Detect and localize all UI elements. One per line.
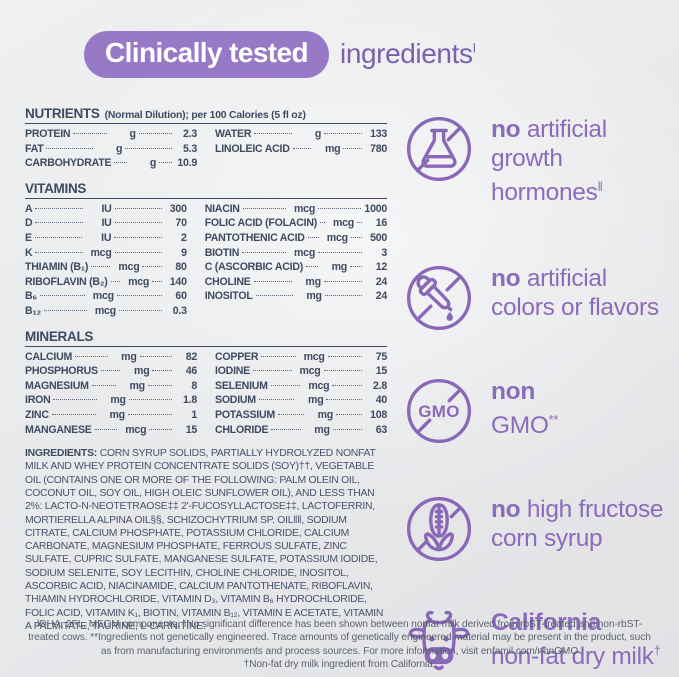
- ingredients-text: CORN SYRUP SOLIDS, PARTIALLY HYDROLYZED …: [25, 448, 384, 632]
- claim-line: corn syrup: [491, 524, 603, 552]
- table-row: BIOTIN mcg 3: [204, 246, 388, 259]
- claim-text: non GMO**: [491, 378, 558, 441]
- minerals-column-2: COPPER mcg 75 IODINE mcg 15 SELENIUM mcg 2.8 S…: [215, 350, 387, 438]
- flask-crossed-icon: [406, 116, 472, 182]
- nutrients-section: NUTRIENTS (Normal Dilution); per 100 Cal…: [25, 106, 387, 171]
- claim-lead: no: [491, 496, 521, 524]
- claim-non-gmo: GMO non GMO**: [402, 374, 664, 466]
- table-row: FAT g 5.3: [25, 142, 198, 155]
- table-row: NIACIN mcg 1000: [204, 202, 388, 215]
- claim-line: GMO: [491, 412, 549, 440]
- minerals-column-1: CALCIUM mg 82 PHOSPHORUS mg 46 MAGNESIUM mg 8 …: [25, 350, 197, 438]
- gmo-crossed-icon: GMO: [406, 378, 472, 443]
- minerals-title: MINERALS: [25, 328, 94, 344]
- claim-text: no high fructose corn syrup: [491, 496, 664, 553]
- claim-no-hfcs: no high fructose corn syrup: [402, 492, 664, 578]
- claim-footnote-mark: **: [548, 412, 559, 428]
- claim-text: no artificial colors or flavors: [491, 265, 659, 322]
- table-row: POTASSIUM mg 108: [215, 408, 388, 421]
- table-row: A IU 300: [25, 202, 187, 215]
- table-row: THIAMIN (B₁) mcg 80: [25, 261, 187, 274]
- minerals-header: MINERALS: [25, 329, 387, 347]
- table-row: IRON mg 1.8: [25, 394, 198, 407]
- table-row: FOLIC ACID (FOLACIN) mcg 16: [204, 217, 388, 230]
- corn-crossed-icon: [406, 497, 472, 562]
- nutrients-column-1: PROTEIN g 2.3 FAT g 5.3 CARBOHYDRATE g 10.9: [25, 127, 197, 171]
- footnote-main: ǀDHA, 2FL, MFGM components. ‖No signific…: [28, 619, 651, 657]
- vitamins-column-2: NIACIN mcg 1000 FOLIC ACID (FOLACIN) mcg 16 …: [204, 202, 388, 319]
- nutrients-header: NUTRIENTS (Normal Dilution); per 100 Cal…: [25, 106, 387, 124]
- claim-line: colors or flavors: [491, 293, 659, 321]
- table-row: SODIUM mg 40: [215, 394, 387, 407]
- table-row: MAGNESIUM mg 8: [25, 379, 198, 392]
- dropper-crossed-icon: [406, 266, 472, 331]
- table-row: SELENIUM mcg 2.8: [215, 379, 387, 392]
- claim-line: growth: [491, 144, 563, 172]
- claims-list: no artificial growth hormones‖ no artifici…: [402, 112, 664, 677]
- table-row: PHOSPHORUS mg 46: [25, 365, 198, 378]
- claim-california-milk: California non-fat dry milk†: [402, 605, 664, 677]
- ingredients-label: INGREDIENTS:: [25, 448, 98, 460]
- table-row: MANGANESE mcg 15: [25, 423, 197, 436]
- header-pill: Clinically tested: [84, 31, 329, 78]
- claim-no-growth-hormones: no artificial growth hormones‖: [402, 112, 664, 232]
- claim-text: California non-fat dry milk†: [491, 609, 661, 672]
- claim-rest: artificial: [520, 265, 607, 293]
- nutrients-title: NUTRIENTS: [25, 106, 100, 121]
- table-row: D IU 70: [25, 217, 187, 230]
- claim-lead: no: [491, 116, 521, 143]
- table-row: ZINC mg 1: [25, 408, 197, 421]
- nutrients-column-2: WATER g 133 LINOLEIC ACID mg 780: [215, 127, 387, 171]
- table-row: IODINE mcg 15: [215, 365, 387, 378]
- cow-icon: [408, 610, 470, 670]
- table-row: COPPER mcg 75: [215, 350, 387, 363]
- table-row: LINOLEIC ACID mg 780: [215, 142, 388, 155]
- claim-lead: California: [491, 608, 601, 636]
- claim-rest: high fructose: [520, 496, 664, 524]
- table-row: B₆ mcg 60: [25, 290, 187, 303]
- vitamins-title: VITAMINS: [25, 180, 87, 196]
- table-row: WATER g 133: [215, 128, 387, 140]
- table-row: PANTOTHENIC ACID mcg 500: [204, 231, 388, 244]
- table-row: E IU 2: [25, 231, 187, 244]
- claim-footnote-mark: †: [653, 643, 661, 659]
- table-row: B₁₂ mcg 0.3: [25, 304, 187, 317]
- claim-text: no artificial growth hormones‖: [491, 116, 607, 208]
- claim-line: non-fat dry milk: [491, 643, 654, 671]
- header-title-footnote-mark: ǀ: [472, 40, 476, 56]
- nutrition-facts: NUTRIENTS (Normal Dilution); per 100 Cal…: [25, 106, 387, 633]
- vitamins-header: VITAMINS: [25, 181, 387, 199]
- table-row: CHOLINE mg 24: [204, 275, 388, 288]
- table-row: CARBOHYDRATE g 10.9: [25, 157, 198, 170]
- claim-lead: non: [491, 377, 535, 405]
- header-title: ingredientsǀ: [340, 37, 476, 70]
- claim-line: hormones: [491, 179, 598, 207]
- claim-rest: artificial: [520, 116, 607, 143]
- ingredients-paragraph: INGREDIENTS: CORN SYRUP SOLIDS, PARTIALL…: [25, 447, 387, 633]
- footnotes: ǀDHA, 2FL, MFGM components. ‖No signific…: [28, 618, 651, 672]
- nutrients-note: (Normal Dilution); per 100 Calories (5 f…: [104, 110, 306, 121]
- claim-no-artificial-colors: no artificial colors or flavors: [402, 261, 664, 347]
- header: Clinically tested ingredientsǀ: [84, 31, 476, 78]
- header-title-text: ingredients: [340, 37, 473, 69]
- table-row: RIBOFLAVIN (B₂) mcg 140: [25, 275, 187, 288]
- claim-footnote-mark: ‖: [597, 179, 603, 194]
- table-row: CHLORIDE mg 63: [215, 423, 388, 436]
- gmo-icon-text: GMO: [418, 402, 459, 421]
- table-row: CALCIUM mg 82: [25, 350, 197, 363]
- claim-lead: no: [491, 265, 521, 293]
- table-row: PROTEIN g 2.3: [25, 128, 197, 140]
- footnote-last: †Non-fat dry milk ingredient from Califo…: [243, 659, 436, 671]
- table-row: C (ASCORBIC ACID) mg 12: [204, 261, 388, 274]
- table-row: INOSITOL mg 24: [204, 290, 388, 303]
- minerals-section: MINERALS CALCIUM mg 82 PHOSPHORUS mg 46 MAGN…: [25, 329, 387, 438]
